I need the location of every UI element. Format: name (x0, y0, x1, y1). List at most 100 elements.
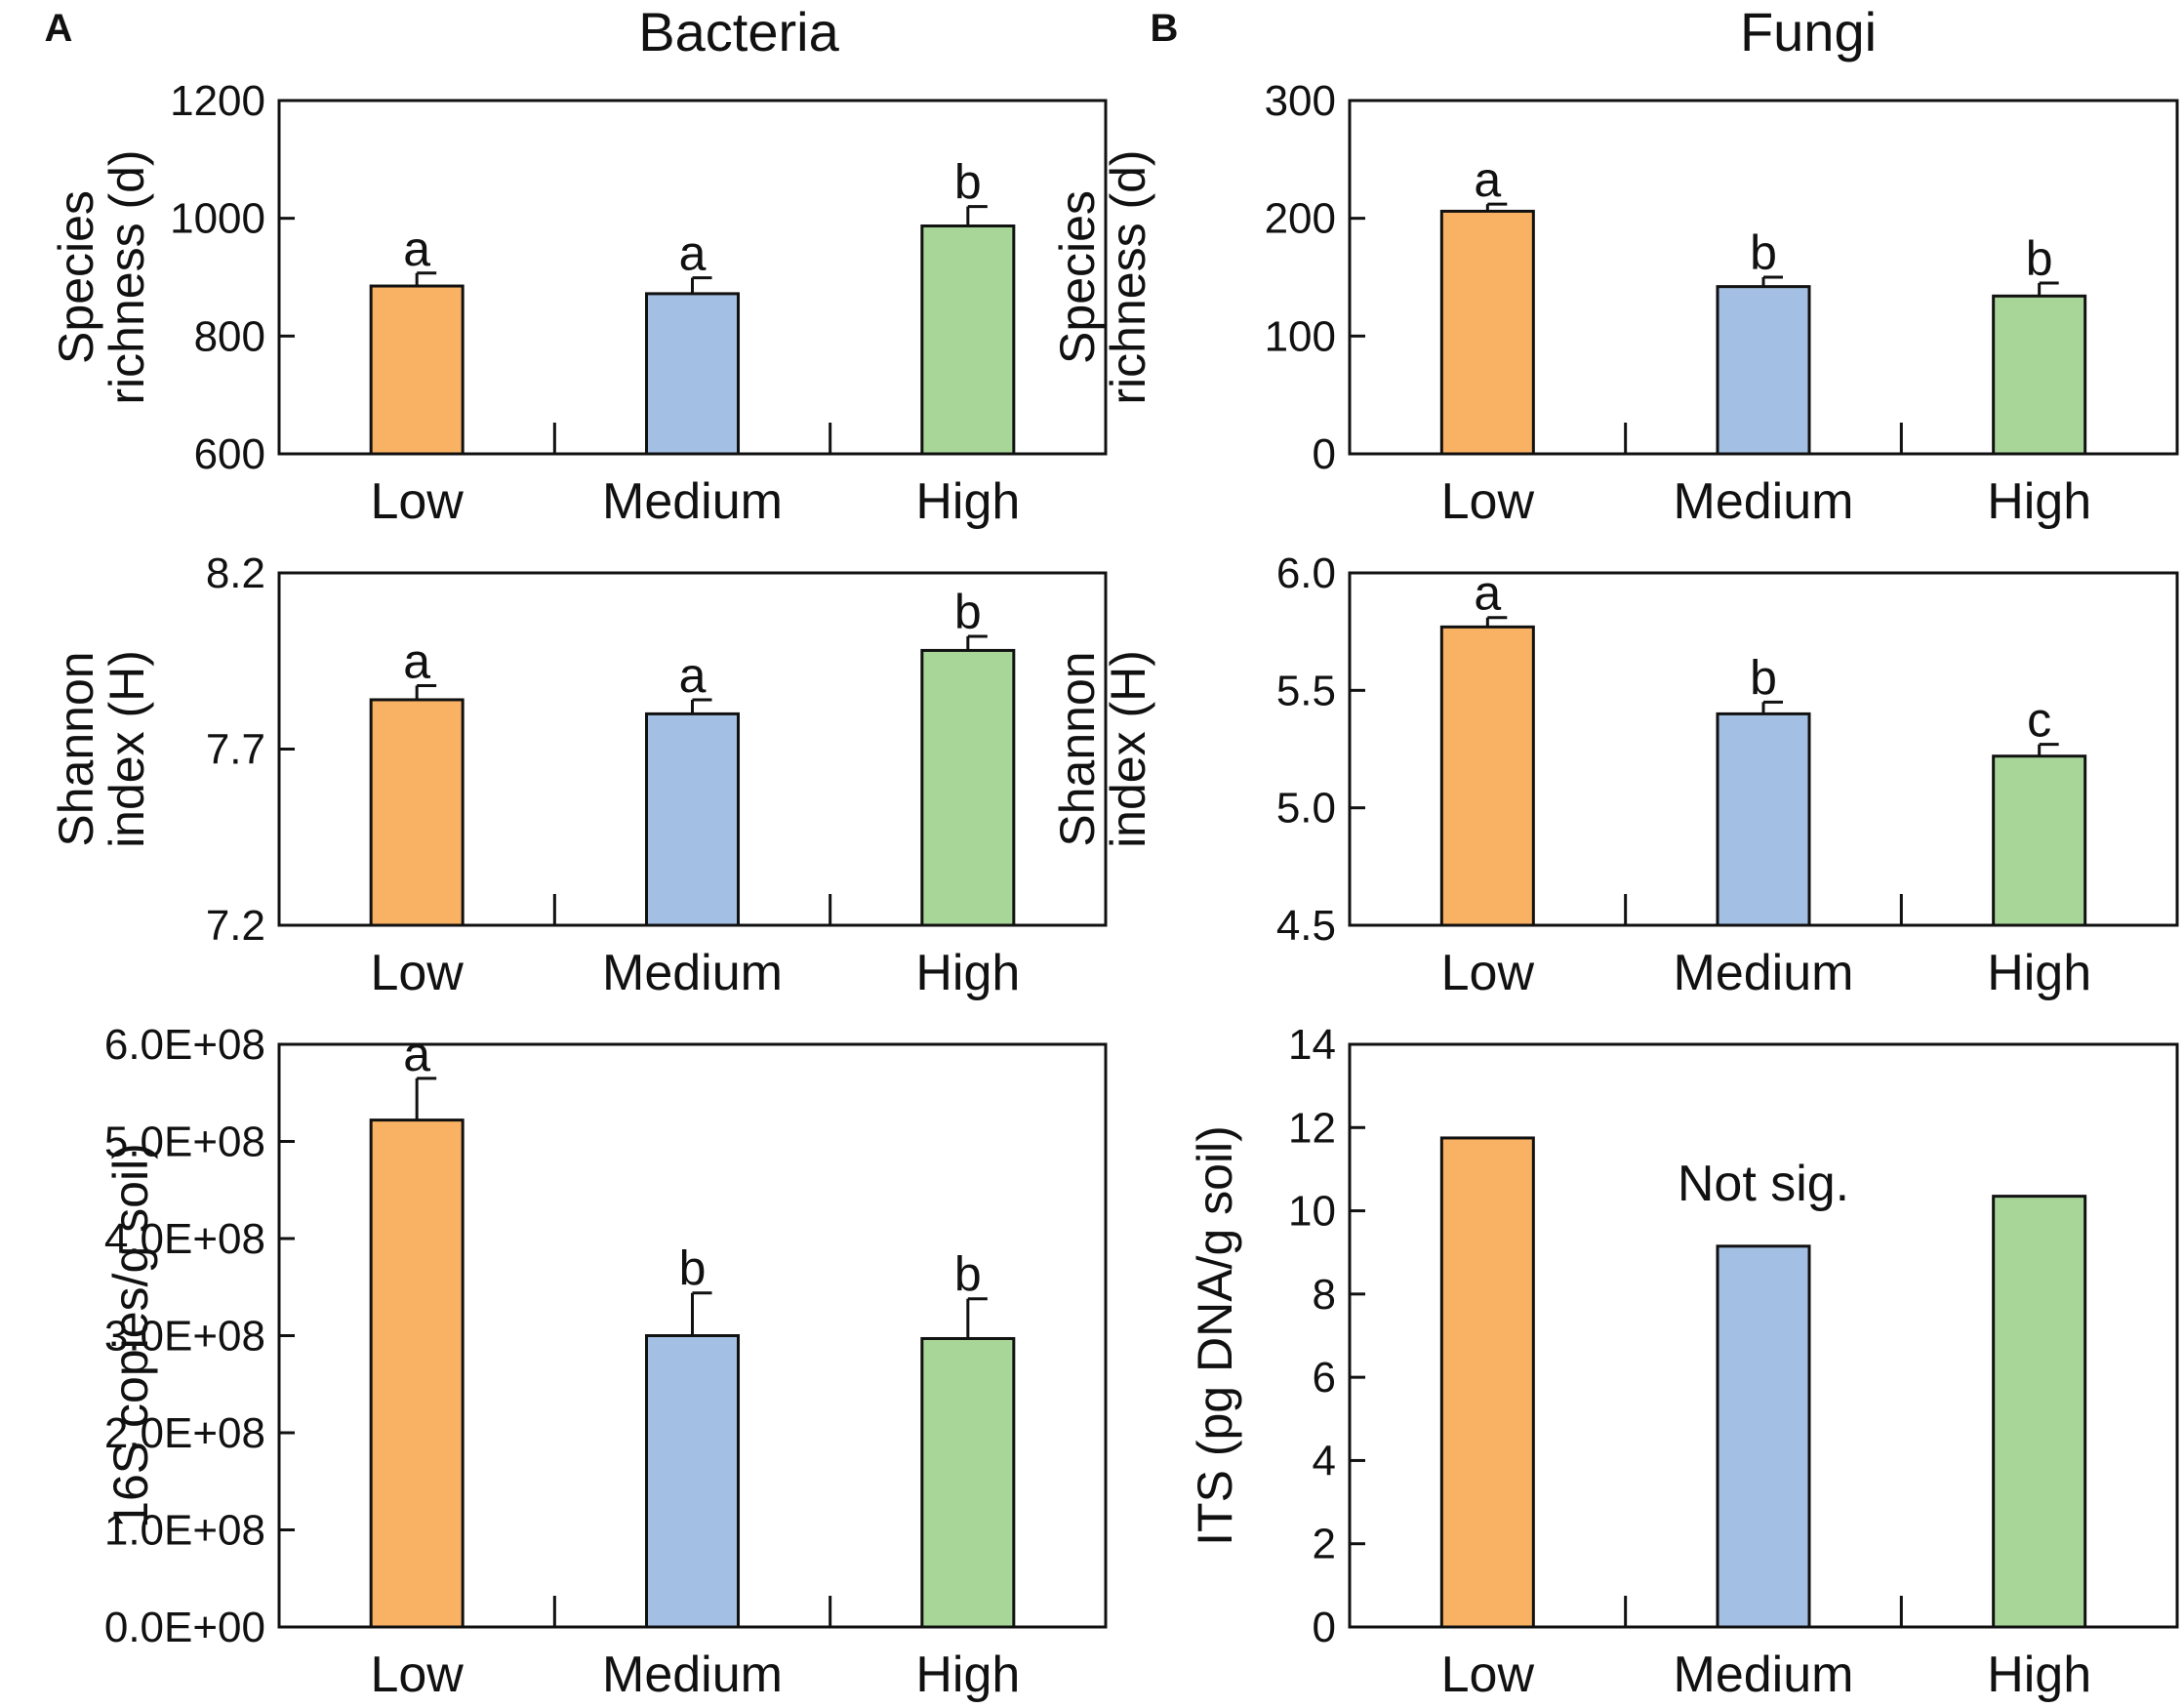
x-category-label: Low (370, 1647, 464, 1703)
bar-medium (645, 292, 740, 456)
significance-letter: a (403, 222, 430, 276)
x-category-label: Medium (1674, 1647, 1854, 1703)
bar-medium (645, 1334, 740, 1629)
y-tick-label: 2 (1313, 1521, 1336, 1568)
y-axis-title: richness (d) (1101, 149, 1155, 404)
bar-high (920, 224, 1016, 456)
y-tick-label: 12 (1288, 1104, 1336, 1152)
y-tick-label: 8 (1313, 1271, 1336, 1319)
x-category-label: Medium (1674, 945, 1854, 1001)
y-tick-label: 1200 (170, 77, 265, 125)
y-tick-label: 0 (1313, 1604, 1336, 1651)
bar-medium (1716, 1244, 1811, 1629)
x-category-label: Low (1441, 473, 1535, 530)
bar-low (369, 1118, 465, 1629)
chart-fun-its: 0 2 4 6 8 10 12 14 Low Medium High ITS (pg DNA/g so… (1188, 1021, 2179, 1703)
y-axis-title: ITS (pg DNA/g soil) (1188, 1125, 1242, 1546)
y-tick-label: 2.0E+08 (104, 1409, 265, 1457)
x-category-label: High (915, 1647, 1020, 1703)
significance-letter: b (2026, 231, 2053, 286)
bar-high (920, 1336, 1016, 1629)
bar-low (1439, 209, 1535, 456)
x-category-label: High (915, 473, 1020, 530)
y-tick-label: 0 (1313, 430, 1336, 478)
y-tick-label: 5.5 (1276, 667, 1336, 714)
bar-high (1992, 1195, 2087, 1629)
significance-letter: b (954, 1247, 982, 1302)
bar-high (1992, 294, 2087, 456)
charts-group: 60080010001200aLowaMediumbHighSpeciesric… (49, 77, 2179, 1703)
y-tick-label: 7.7 (206, 726, 265, 774)
chart-bac-16s: 0.0E+00 1.0E+08 2.0E+08 3.0E+08 4.0E+08 5.0E+… (103, 1021, 1108, 1703)
bar-low (369, 284, 465, 456)
x-category-label: High (1987, 1647, 2091, 1703)
y-tick-label: 6 (1313, 1354, 1336, 1402)
y-tick-label: 6.0 (1276, 549, 1336, 597)
bar-high (1992, 754, 2087, 927)
y-tick-label: 1000 (170, 195, 265, 243)
y-tick-label: 6.0E+08 (104, 1021, 265, 1069)
y-axis-title: 16S copies/g soil) (103, 1143, 158, 1528)
significance-letter: b (1750, 650, 1777, 705)
bar-medium (1716, 712, 1811, 927)
y-tick-label: 300 (1265, 77, 1336, 125)
y-tick-label: 5.0E+08 (104, 1118, 265, 1166)
significance-letter: b (954, 155, 982, 210)
significance-letter: a (679, 226, 707, 281)
significance-letter: a (679, 648, 707, 703)
y-tick-label: 4.0E+08 (104, 1215, 265, 1263)
y-tick-label: 10 (1288, 1188, 1336, 1236)
significance-letter: a (403, 1027, 430, 1081)
bar-low (369, 698, 465, 927)
x-category-label: Low (370, 945, 464, 1001)
x-category-label: Low (1441, 1647, 1535, 1703)
significance-letter: a (1474, 566, 1501, 621)
x-category-label: High (915, 945, 1020, 1001)
significance-letter: a (1474, 152, 1501, 207)
y-axis-title: Shannon (1050, 651, 1105, 846)
x-category-label: High (1987, 945, 2091, 1001)
bar-high (920, 648, 1016, 927)
x-category-label: Medium (602, 1647, 783, 1703)
x-category-label: Medium (602, 473, 783, 530)
y-axis-title: Shannon (49, 651, 103, 846)
panel-letter-b: B (1151, 7, 1179, 50)
annotation-not-significant: Not sig. (1678, 1156, 1849, 1212)
x-category-label: Medium (602, 945, 783, 1001)
bar-low (1439, 625, 1535, 927)
bar-medium (645, 712, 740, 927)
column-title-bacteria: Bacteria (638, 1, 839, 62)
significance-letter: b (954, 585, 982, 639)
y-tick-label: 4.5 (1276, 902, 1336, 950)
y-axis-title: Species (1050, 190, 1105, 364)
y-tick-label: 5.0 (1276, 785, 1336, 833)
chart-fun-shannon: 4.5 5.0 5.5 6.0 a Low b Medium c High Shannonindex… (1050, 549, 2179, 1001)
y-axis-title: index (H) (100, 650, 154, 848)
y-tick-label: 3.0E+08 (104, 1313, 265, 1361)
x-category-label: Low (1441, 945, 1535, 1001)
significance-letter: b (1750, 225, 1777, 280)
column-title-fungi: Fungi (1740, 1, 1877, 62)
y-tick-label: 200 (1265, 195, 1336, 243)
significance-letter: c (2027, 693, 2051, 748)
y-tick-label: 0.0E+00 (104, 1604, 265, 1651)
y-tick-label: 800 (194, 312, 265, 360)
y-tick-label: 1.0E+08 (104, 1507, 265, 1555)
x-category-label: High (1987, 473, 2091, 530)
y-tick-label: 8.2 (206, 549, 265, 597)
chart-bac-richness: 60080010001200aLowaMediumbHighSpeciesric… (49, 77, 1108, 530)
panel-letter-a: A (45, 7, 73, 50)
bar-medium (1716, 285, 1811, 456)
y-axis-title: index (H) (1101, 650, 1155, 848)
bar-low (1439, 1136, 1535, 1629)
y-tick-label: 7.2 (206, 902, 265, 950)
y-tick-label: 14 (1288, 1021, 1336, 1069)
significance-letter: a (403, 634, 430, 689)
y-axis-title: richness (d) (100, 149, 154, 404)
significance-letter: b (679, 1241, 707, 1296)
y-axis-title: Species (49, 190, 103, 364)
x-category-label: Low (370, 473, 464, 530)
y-tick-label: 600 (194, 430, 265, 478)
